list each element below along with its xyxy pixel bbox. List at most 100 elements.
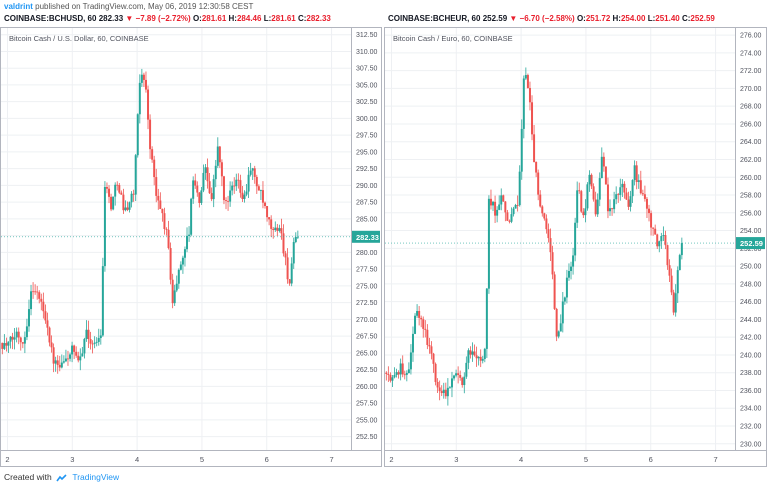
candle-body [165,228,168,230]
candle-body [648,208,651,214]
candle-body [549,238,552,253]
candle-body [128,202,131,210]
open-label: O: [576,14,586,23]
chart-area[interactable]: 252.50 255.00 257.50 260.00 262.50 265.00 267.… [0,27,382,467]
candle-body [91,343,94,345]
candle-body [639,180,642,194]
high-label: H: [612,14,621,23]
candle-body [30,291,33,310]
candle-body [220,162,223,177]
x-tick-label: 4 [135,455,139,464]
chart-area[interactable]: 230.00 232.00 234.00 236.00 238.00 240.00 242.… [384,27,767,467]
close-label: C: [297,14,307,23]
candle-body [405,373,408,375]
candle-body [36,291,39,293]
candle-body [179,264,182,270]
candle-body [52,347,55,364]
y-tick-label: 255.00 [356,417,378,424]
candle-body [11,336,14,340]
candle-body [680,243,683,256]
tradingview-link[interactable]: TradingView [72,472,120,482]
candle-body [641,193,644,195]
y-tick-label: 250.00 [740,264,762,271]
candle-body [69,354,72,359]
candle-body [40,298,43,302]
x-tick-label: 3 [454,455,458,464]
y-tick-label: 234.00 [740,406,762,413]
y-tick-label: 275.00 [356,283,378,290]
candle-body [489,198,492,206]
candle-body [494,201,497,216]
candle-body [580,191,583,212]
candle-body [9,336,12,342]
candle-body [588,174,591,185]
candle-body [95,341,98,343]
chart-panel-bchusd: COINBASE:BCHUSD, 60 282.33 ▼ −7.89 (−2.7… [0,14,382,468]
y-tick-label: 272.50 [356,300,378,307]
candle-body [448,387,451,389]
candle-body [471,351,474,355]
candle-body [518,171,521,206]
author-link[interactable]: valdrint [4,2,33,11]
candle-body [440,391,443,394]
candle-body [619,187,622,195]
candle-body [629,196,632,207]
candle-body [609,208,612,212]
candle-body [171,279,174,304]
candle-body [284,253,287,258]
candle-body [210,193,213,200]
candle-body [177,269,180,284]
candle-body [455,373,458,376]
y-tick-label: 266.00 [740,121,762,128]
candle-body [508,220,511,222]
candle-body [416,311,419,316]
candle-body [434,363,437,382]
chart-subtitle: Bitcoin Cash / U.S. Dollar, 60, COINBASE [9,34,149,43]
x-tick-label: 6 [265,455,269,464]
candle-body [81,353,84,357]
candlestick-chart[interactable]: 230.00 232.00 234.00 236.00 238.00 240.00 242.… [385,28,766,466]
candle-body [520,128,523,172]
candle-body [543,213,546,219]
candle-body [432,353,435,364]
candle-body [387,373,390,375]
candle-body [668,265,671,276]
candle-body [442,389,445,394]
candle-body [212,179,215,200]
candle-body [537,172,540,195]
candle-body [120,192,123,195]
publish-text: published on TradingView.com, May 06, 20… [35,2,254,11]
candle-body [559,323,562,332]
candle-body [418,311,421,318]
candle-body [475,355,478,359]
candle-body [662,235,665,237]
candle-body [658,241,661,247]
candle-body [596,199,599,215]
candle-body [582,211,585,216]
candle-body [142,74,145,80]
y-tick-label: 295.00 [356,149,378,156]
candle-body [251,168,254,171]
symbol-name[interactable]: COINBASE:BCHEUR, 60 [388,14,481,23]
candle-body [483,348,486,359]
candle-body [15,331,18,338]
candle-body [153,159,156,178]
candle-body [58,364,61,368]
candle-body [87,329,90,340]
candle-body [231,185,234,191]
symbol-name[interactable]: COINBASE:BCHUSD, 60 [4,14,97,23]
candle-body [214,165,217,180]
candle-body [202,172,205,191]
candle-body [496,209,499,216]
candle-body [225,200,228,201]
candle-body [272,228,275,231]
candle-body [186,235,189,250]
candle-body [105,187,108,189]
y-tick-label: 232.00 [740,424,762,431]
candlestick-chart[interactable]: 252.50 255.00 257.50 260.00 262.50 265.00 267.… [1,28,381,466]
candle-body [666,245,669,266]
low-value: 281.61 [271,14,296,23]
candle-body [108,188,111,197]
candle-body [453,375,456,379]
candle-body [487,198,490,289]
